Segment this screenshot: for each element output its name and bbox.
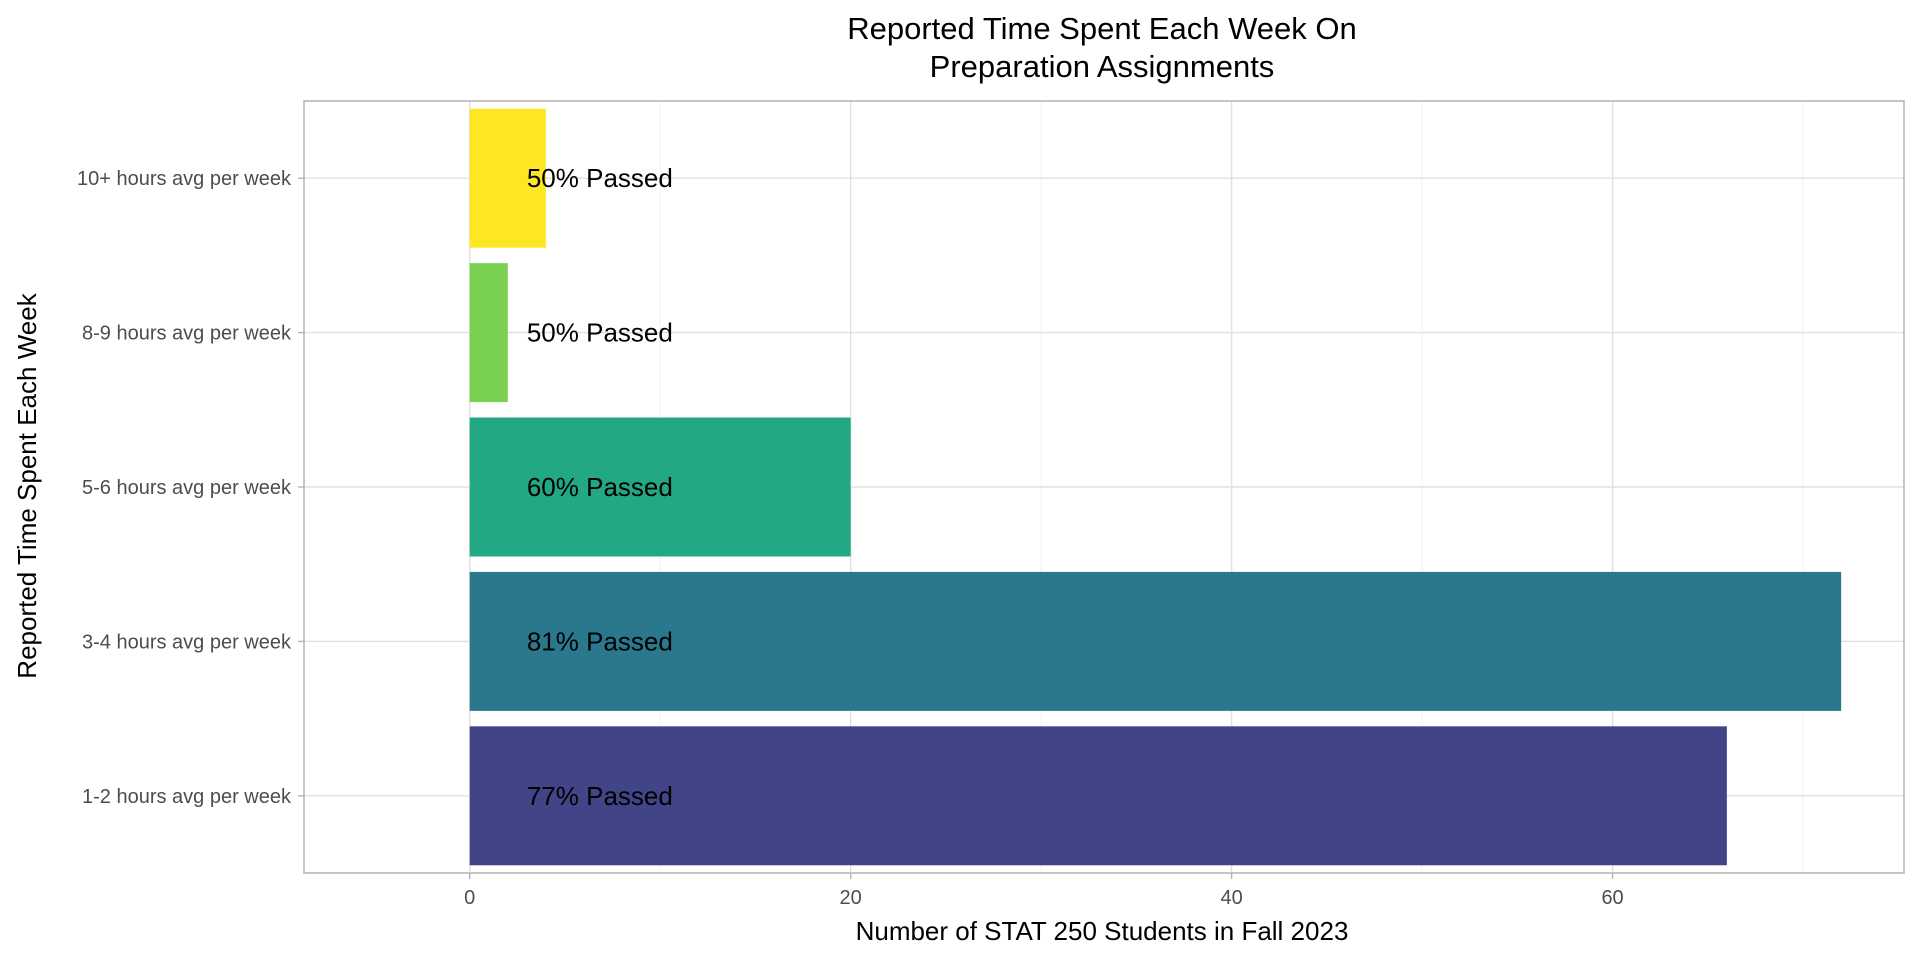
bar bbox=[469, 263, 508, 403]
bar-data-label: 50% Passed bbox=[527, 318, 673, 348]
chart-title: Reported Time Spent Each Week On Prepara… bbox=[847, 11, 1356, 84]
y-axis-ticks: 1-2 hours avg per week 3-4 hours avg per … bbox=[77, 168, 304, 808]
bar bbox=[469, 417, 851, 557]
bar bbox=[469, 108, 546, 248]
x-axis-ticks: 0 20 40 60 bbox=[464, 873, 1624, 909]
bar bbox=[469, 726, 1727, 866]
x-tick-label: 60 bbox=[1601, 887, 1623, 909]
y-tick-label: 5-6 hours avg per week bbox=[82, 477, 292, 499]
y-tick-label: 8-9 hours avg per week bbox=[82, 323, 292, 345]
chart-title-line-2: Preparation Assignments bbox=[930, 49, 1275, 84]
y-axis-title: Reported Time Spent Each Week bbox=[12, 292, 42, 678]
x-tick-label: 20 bbox=[840, 887, 862, 909]
bar-data-label: 50% Passed bbox=[527, 163, 673, 193]
x-tick-label: 0 bbox=[464, 887, 475, 909]
x-axis-title: Number of STAT 250 Students in Fall 2023 bbox=[856, 916, 1349, 946]
bar-data-label: 81% Passed bbox=[527, 626, 673, 656]
bar-data-label: 60% Passed bbox=[527, 472, 673, 502]
x-tick-label: 40 bbox=[1220, 887, 1242, 909]
bar-data-label: 77% Passed bbox=[527, 781, 673, 811]
chart-title-line-1: Reported Time Spent Each Week On bbox=[847, 11, 1356, 46]
y-tick-label: 10+ hours avg per week bbox=[77, 168, 292, 190]
bars bbox=[469, 108, 1842, 866]
bar bbox=[469, 571, 1842, 711]
bar-labels: 77% Passed 81% Passed 60% Passed 50% Passed… bbox=[527, 163, 673, 811]
y-tick-label: 3-4 hours avg per week bbox=[82, 631, 292, 653]
y-tick-label: 1-2 hours avg per week bbox=[82, 786, 292, 808]
